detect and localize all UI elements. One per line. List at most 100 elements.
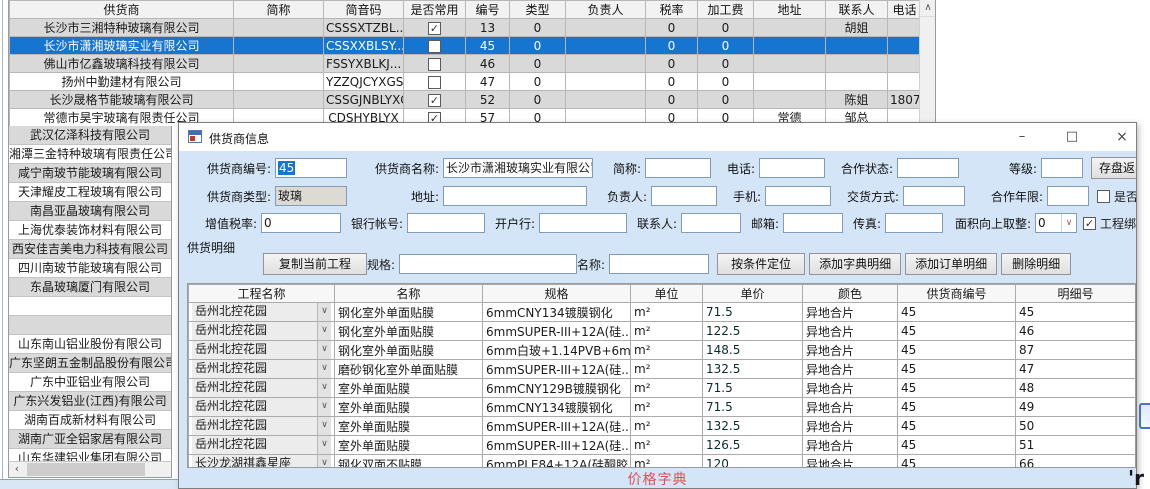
grid-cell[interactable]: 异地合片 — [802, 454, 898, 467]
project-combobox-cell[interactable]: 岳州北控花园 ∨ — [188, 321, 335, 341]
common-checkbox-cell[interactable] — [403, 72, 466, 91]
grid-cell[interactable]: 6mmPLE84+12A(硅酮胶... — [482, 454, 631, 467]
grid-cell[interactable]: 异地合片 — [802, 397, 898, 417]
manager-field[interactable] — [651, 186, 717, 206]
copy-project-button[interactable]: 复制当前工程 — [263, 253, 367, 275]
list-item[interactable]: 南昌亚晶玻璃有限公司 — [9, 202, 171, 221]
chevron-down-icon[interactable]: ∨ — [317, 341, 331, 359]
list-item[interactable]: 西安佳吉美电力科技有限公司 — [9, 240, 171, 259]
chevron-down-icon[interactable]: ∨ — [1061, 214, 1076, 232]
grid-cell[interactable]: m² — [630, 378, 703, 398]
supplier-row[interactable]: 扬州中勤建材有限公司 YZZQJCYXGS 47 0 0 0 — [9, 72, 922, 91]
grid-cell[interactable]: 6mmSUPER-III+12A(硅... — [482, 359, 631, 379]
abbr-field[interactable] — [645, 158, 711, 178]
chevron-down-icon[interactable]: ∨ — [317, 360, 331, 378]
project-combobox-cell[interactable]: 岳州北控花园 ∨ — [188, 340, 335, 360]
project-combobox-cell[interactable]: 岳州北控花园 ∨ — [188, 397, 335, 417]
chevron-down-icon[interactable]: ∨ — [317, 303, 331, 321]
coop-years-field[interactable] — [1047, 186, 1089, 206]
grid-cell[interactable]: 室外单面贴膜 — [334, 416, 483, 436]
detail-row[interactable]: 岳州北控花园 ∨钢化室外单面贴膜6mm白玻+1.14PVB+6mm...m²148… — [188, 340, 1135, 360]
grid-cell[interactable]: 钢化室外单面贴膜 — [334, 340, 483, 360]
detail-row[interactable]: 岳州北控花园 ∨ 钢化室外单面贴膜 6mmCNY134镀膜钢化 m² 71.5 异地合片 45… — [188, 302, 1135, 322]
bank-account-field[interactable] — [407, 213, 485, 233]
grid-cell[interactable]: m² — [630, 302, 703, 322]
project-combobox-cell[interactable]: 长沙龙湖祺鑫星座 ∨ — [188, 454, 335, 467]
vertical-scrollbar[interactable]: ∧ — [919, 0, 935, 126]
grid-cell[interactable]: 室外单面贴膜 — [334, 435, 483, 455]
list-item[interactable]: 湖南广亚全铝家居有限公司 — [9, 430, 171, 449]
phone-field[interactable] — [759, 158, 825, 178]
scroll-left-icon[interactable]: ‹ — [14, 462, 20, 475]
grid-cell[interactable]: 120 — [702, 454, 803, 467]
grid-cell[interactable]: 异地合片 — [802, 340, 898, 360]
locate-button[interactable]: 按条件定位 — [717, 253, 806, 275]
email-field[interactable] — [783, 213, 843, 233]
grid-cell[interactable]: 6mmSUPER-III+12A(硅... — [482, 416, 631, 436]
list-item[interactable]: 湖南百成新材料有限公司 — [9, 411, 171, 430]
grid-cell[interactable]: 异地合片 — [802, 302, 898, 322]
chevron-down-icon[interactable]: ∨ — [317, 417, 331, 435]
grid-cell[interactable]: m² — [630, 321, 703, 341]
grid-cell[interactable]: m² — [630, 359, 703, 379]
grid-cell[interactable]: 47 — [1015, 359, 1135, 379]
grid-cell[interactable]: 48 — [1015, 378, 1135, 398]
save-return-button[interactable]: 存盘返回 — [1091, 157, 1136, 179]
maximize-button[interactable]: □ — [1065, 129, 1079, 144]
grid-cell[interactable]: 异地合片 — [802, 435, 898, 455]
grid-cell[interactable]: 87 — [1015, 340, 1135, 360]
grid-cell[interactable]: 6mmCNY129B镀膜钢化 — [482, 378, 631, 398]
address-field[interactable] — [443, 186, 587, 206]
grid-cell[interactable]: m² — [630, 435, 703, 455]
project-combobox-cell[interactable]: 岳州北控花园 ∨ — [188, 302, 335, 322]
grid-cell[interactable]: 132.5 — [702, 416, 803, 436]
grid-cell[interactable]: 45 — [897, 454, 1016, 467]
grid-cell[interactable]: m² — [630, 416, 703, 436]
chevron-down-icon[interactable]: ∨ — [317, 379, 331, 397]
grid-cell[interactable]: 71.5 — [702, 378, 803, 398]
grid-cell[interactable]: m² — [630, 340, 703, 360]
supplier-row[interactable]: 长沙市三湘特种玻璃有限公司 CSSSXTZBL... ✓ 13 0 0 0 胡姐 — [9, 18, 922, 37]
grid-cell[interactable]: 异地合片 — [802, 378, 898, 398]
grid-cell[interactable]: 6mmCNY134镀膜钢化 — [482, 397, 631, 417]
grid-cell[interactable]: 50 — [1015, 416, 1135, 436]
grid-cell[interactable]: 51 — [1015, 435, 1135, 455]
supplier-type-field[interactable]: 玻璃 — [275, 186, 347, 206]
bank-field[interactable] — [539, 213, 627, 233]
grid-cell[interactable]: 45 — [897, 435, 1016, 455]
scroll-up-icon[interactable]: ∧ — [920, 0, 935, 17]
chevron-down-icon[interactable]: ∨ — [317, 322, 331, 340]
grid-cell[interactable]: 148.5 — [702, 340, 803, 360]
grid-cell[interactable]: 45 — [897, 340, 1016, 360]
common-checkbox-cell[interactable]: ✓ — [403, 18, 466, 37]
project-combobox-cell[interactable]: 岳州北控花园 ∨ — [188, 435, 335, 455]
add-order-detail-button[interactable]: 添加订单明细 — [905, 253, 998, 275]
supplier-row[interactable]: 长沙晟格节能玻璃有限公司CSSGJNBLYXGS✓52000陈姐180751 — [9, 90, 922, 109]
grid-cell[interactable]: 45 — [897, 416, 1016, 436]
list-item[interactable]: 湘潭三金特种玻璃有限责任公司 — [9, 145, 171, 164]
grid-cell[interactable]: 45 — [897, 397, 1016, 417]
grid-cell[interactable]: 室外单面贴膜 — [334, 378, 483, 398]
grid-cell[interactable]: 钢化室外单面贴膜 — [334, 321, 483, 341]
grid-cell[interactable]: 132.5 — [702, 359, 803, 379]
list-item[interactable]: 四川南玻节能玻璃有限公司 — [9, 259, 171, 278]
name-filter-input[interactable] — [609, 254, 710, 274]
grid-cell[interactable]: m² — [630, 397, 703, 417]
supplier-id-field[interactable]: 45 — [275, 158, 347, 178]
horizontal-scrollbar[interactable]: ‹ — [8, 461, 172, 478]
chevron-down-icon[interactable]: ∨ — [317, 436, 331, 454]
chevron-down-icon[interactable]: ∨ — [317, 455, 331, 467]
project-bind-checkbox[interactable]: ✓ 工程绑定 — [1083, 215, 1136, 232]
grid-cell[interactable]: 126.5 — [702, 435, 803, 455]
vat-field[interactable]: 0 — [261, 213, 341, 233]
detail-row[interactable]: 岳州北控花园 ∨ 钢化室外单面贴膜 6mmSUPER-III+12A(硅... m² 12… — [188, 321, 1135, 341]
chevron-down-icon[interactable]: ∨ — [317, 398, 331, 416]
list-item[interactable] — [9, 297, 171, 316]
add-dict-detail-button[interactable]: 添加字典明细 — [809, 253, 902, 275]
grid-cell[interactable]: 异地合片 — [802, 359, 898, 379]
fax-field[interactable] — [885, 213, 943, 233]
mobile-field[interactable] — [765, 186, 831, 206]
grid-cell[interactable]: 45 — [897, 302, 1016, 322]
close-button[interactable]: × — [1116, 129, 1128, 145]
list-item[interactable]: 上海优泰装饰材料有限公司 — [9, 221, 171, 240]
